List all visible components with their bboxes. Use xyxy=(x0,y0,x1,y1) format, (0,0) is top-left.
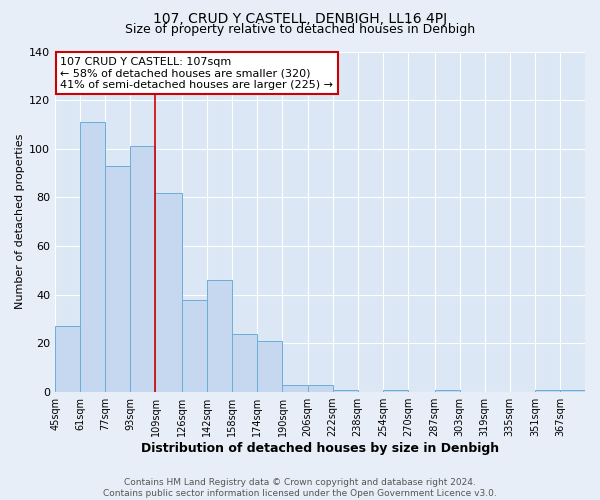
Bar xyxy=(155,192,182,392)
Bar xyxy=(434,390,460,392)
Bar xyxy=(283,385,308,392)
Bar xyxy=(560,390,585,392)
Bar xyxy=(332,390,358,392)
Bar xyxy=(535,390,560,392)
X-axis label: Distribution of detached houses by size in Denbigh: Distribution of detached houses by size … xyxy=(141,442,499,455)
Text: 107 CRUD Y CASTELL: 107sqm
← 58% of detached houses are smaller (320)
41% of sem: 107 CRUD Y CASTELL: 107sqm ← 58% of deta… xyxy=(61,56,334,90)
Bar xyxy=(106,166,130,392)
Bar xyxy=(182,300,207,392)
Text: 107, CRUD Y CASTELL, DENBIGH, LL16 4PJ: 107, CRUD Y CASTELL, DENBIGH, LL16 4PJ xyxy=(153,12,447,26)
Bar xyxy=(232,334,257,392)
Bar xyxy=(55,326,80,392)
Bar xyxy=(130,146,155,392)
Bar xyxy=(80,122,106,392)
Text: Contains HM Land Registry data © Crown copyright and database right 2024.
Contai: Contains HM Land Registry data © Crown c… xyxy=(103,478,497,498)
Bar xyxy=(207,280,232,392)
Bar xyxy=(383,390,408,392)
Text: Size of property relative to detached houses in Denbigh: Size of property relative to detached ho… xyxy=(125,22,475,36)
Y-axis label: Number of detached properties: Number of detached properties xyxy=(15,134,25,310)
Bar xyxy=(308,385,332,392)
Bar xyxy=(257,341,283,392)
